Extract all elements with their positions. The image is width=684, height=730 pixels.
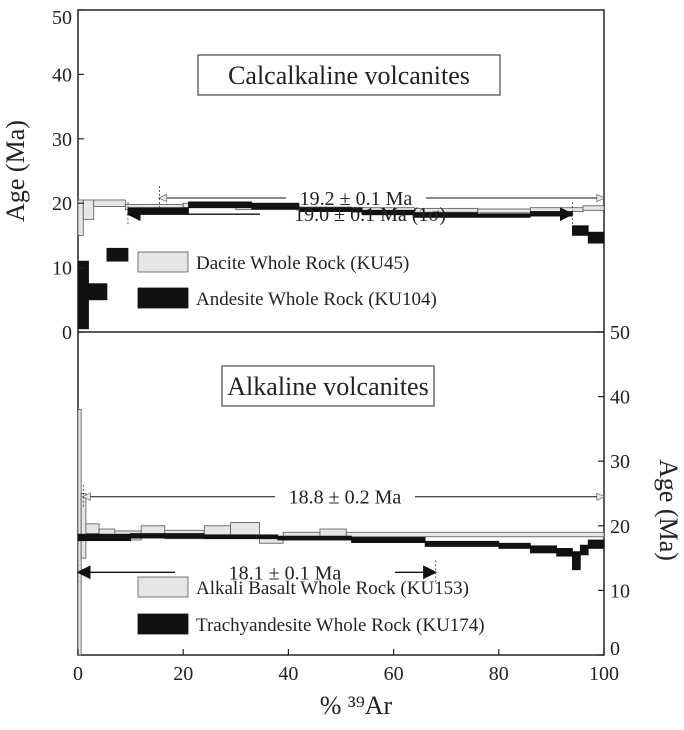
panel1-title-box bbox=[221, 365, 435, 407]
panel0-series1-step-2 bbox=[106, 247, 129, 262]
x-tick-label-5: 100 bbox=[589, 663, 619, 685]
x-tick-label-2: 40 bbox=[278, 663, 298, 685]
x-tick-label-1: 20 bbox=[173, 663, 193, 685]
panel1-series0-step-2 bbox=[85, 523, 100, 534]
x-tick-label-3: 60 bbox=[384, 663, 404, 685]
panel0-series1-step-6 bbox=[298, 207, 363, 212]
panel0-y-tick-label-4: 40 bbox=[52, 64, 72, 86]
panel0-legend-swatch-0 bbox=[137, 251, 189, 273]
panel1-series1-step-11 bbox=[587, 539, 605, 549]
panel0-series1-step-12 bbox=[587, 231, 605, 244]
panel1-legend-label-0: Alkali Basalt Whole Rock (KU153) bbox=[196, 578, 469, 599]
panel0-plateau-0-label: 19.2 ± 0.1 Ma bbox=[300, 188, 413, 210]
panel0-legend-swatch-1 bbox=[137, 287, 189, 309]
panel0-series1-step-0 bbox=[77, 260, 89, 330]
panel1-legend-swatch-1 bbox=[137, 613, 189, 635]
x-tick-label-0: 0 bbox=[73, 663, 83, 685]
y-axis-title-top: Age (Ma) bbox=[1, 120, 30, 222]
panel0-y-tick-label-1: 10 bbox=[52, 258, 72, 280]
panel1-plateau-1-label: 18.1 ± 0.1 Ma bbox=[229, 562, 342, 584]
panel1-legend-swatch-0 bbox=[137, 576, 189, 598]
panel1-y-tick-label-1: 10 bbox=[610, 580, 630, 602]
panel1-series0-step-0 bbox=[77, 409, 82, 656]
panel0-y-tick-label-5: 50 bbox=[52, 7, 72, 29]
panel0-series0-step-2 bbox=[93, 199, 126, 207]
panel1-series1-step-6 bbox=[498, 542, 531, 549]
panel1-series1-step-2 bbox=[203, 534, 279, 540]
panel1-series1-step-10 bbox=[579, 544, 589, 556]
panel1-series1-step-5 bbox=[424, 540, 500, 547]
panel1-series1-step-1 bbox=[130, 533, 205, 539]
panel0-series1-step-1 bbox=[88, 283, 108, 301]
panel1-series1-step-3 bbox=[277, 535, 352, 541]
panel0-title-box bbox=[197, 54, 501, 96]
panel0-title: Calcalkaline volcanites bbox=[228, 61, 470, 90]
panel1-y-tick-label-3: 30 bbox=[610, 451, 630, 473]
panel1-series1-step-8 bbox=[556, 548, 573, 557]
panel0-series0-step-11 bbox=[582, 205, 605, 211]
panel0-plateau-1-label: 19.0 ± 0.1 Ma (1σ) bbox=[294, 204, 446, 226]
panel0-series0-step-10 bbox=[529, 207, 584, 212]
panel0-series1-step-3 bbox=[127, 207, 189, 215]
panel0-legend-label-1: Andesite Whole Rock (KU104) bbox=[196, 289, 437, 310]
panel0-y-tick-label-3: 30 bbox=[52, 129, 72, 151]
panel0-y-tick-label-0: 0 bbox=[62, 322, 72, 344]
panel0-series0-step-1 bbox=[82, 199, 95, 220]
x-tick-label-4: 80 bbox=[489, 663, 509, 685]
panel0-series0-step-0 bbox=[77, 199, 84, 236]
panel0-series1-step-4 bbox=[188, 201, 252, 209]
panel1-title: Alkaline volcanites bbox=[227, 372, 428, 401]
panel1-series1-step-4 bbox=[351, 537, 426, 543]
panel1-y-tick-label-5: 50 bbox=[610, 322, 630, 344]
y-axis-title-bottom: Age (Ma) bbox=[654, 459, 683, 561]
panel1-series0-step-1 bbox=[80, 493, 87, 559]
panel1-legend-label-1: Trachyandesite Whole Rock (KU174) bbox=[196, 615, 485, 636]
panel1-y-tick-label-2: 20 bbox=[610, 516, 630, 538]
panel0-legend-label-0: Dacite Whole Rock (KU45) bbox=[196, 253, 409, 274]
panel0-series0-step-9 bbox=[477, 208, 531, 214]
panel1-y-tick-label-4: 40 bbox=[610, 387, 630, 409]
panel0-series1-step-11 bbox=[572, 225, 589, 236]
panel1-series0-step-12 bbox=[345, 531, 605, 538]
panel1-series1-step-9 bbox=[572, 551, 581, 571]
panel1-series1-step-7 bbox=[529, 545, 558, 554]
panel1-y-tick-label-0: 0 bbox=[610, 638, 620, 660]
panel1-series1-step-0 bbox=[77, 533, 131, 542]
x-axis-title: % ³⁹Ar bbox=[320, 691, 393, 720]
panel0-series1-step-5 bbox=[251, 202, 300, 210]
panel1-plateau-0-label: 18.8 ± 0.2 Ma bbox=[289, 487, 402, 509]
panel1-series0-step-7 bbox=[203, 525, 231, 536]
panel0-y-tick-label-2: 20 bbox=[52, 193, 72, 215]
